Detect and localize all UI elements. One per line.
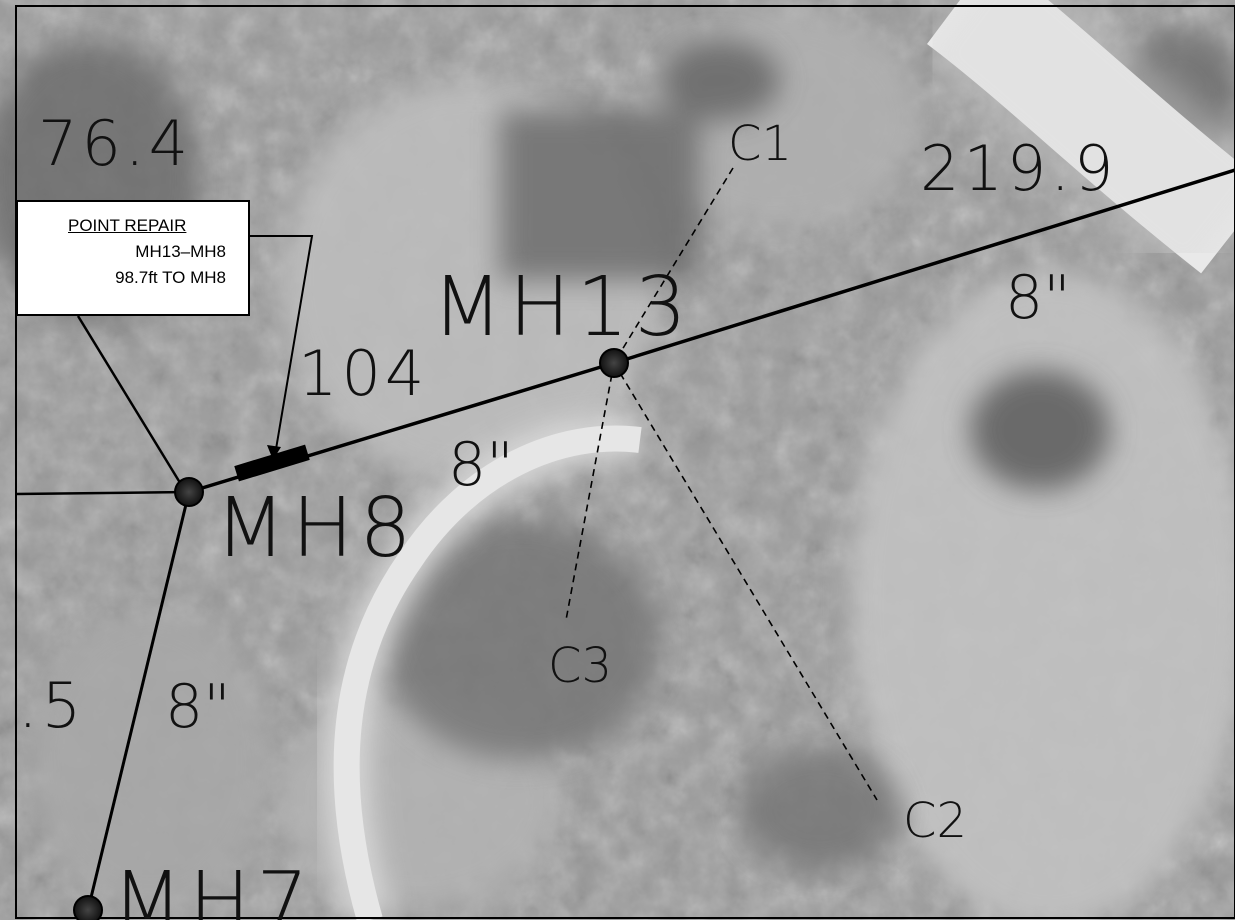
manhole-label-mh7: MH7 (112, 855, 315, 920)
map-frame (15, 5, 1235, 919)
service-c2[interactable] (613, 362, 878, 801)
callout-title: POINT REPAIR (68, 216, 187, 235)
point-repair-callout: POINT REPAIR MH13–MH8 98.7ft TO MH8 (16, 200, 250, 316)
manhole-mh13[interactable] (599, 348, 629, 378)
pipe-size-label-east: 8" (1005, 263, 1071, 333)
cleanout-label-c3: C3 (548, 638, 612, 694)
manholes (73, 348, 629, 920)
service-c1[interactable] (613, 167, 734, 364)
arrow-head (267, 445, 281, 460)
callout-leader-repair (230, 235, 314, 456)
manhole-label-mh8: MH8 (215, 481, 418, 576)
cleanout-label-c1: C1 (728, 116, 792, 172)
distance-label-104: 104 (298, 337, 428, 410)
distance-label-5: .5 (18, 669, 85, 742)
callout-segment: MH13–MH8 (135, 242, 226, 261)
service-lines (565, 167, 878, 801)
callout-distance: 98.7ft TO MH8 (115, 268, 226, 287)
pipe-size-label-south: 8" (165, 672, 231, 742)
pipe-mh8-mh7[interactable] (86, 491, 191, 911)
distance-label-219-9: 219.9 (920, 132, 1118, 205)
pipe-mh13-east[interactable] (613, 168, 1235, 365)
service-c3[interactable] (565, 362, 615, 621)
point-repair-marker[interactable] (234, 444, 310, 482)
pipe-size-label-mid: 8" (448, 430, 514, 500)
cleanout-label-c2: C2 (903, 793, 967, 849)
distance-label-76-4: 76.4 (38, 107, 192, 180)
pipe-mh8-west[interactable] (15, 490, 190, 496)
manhole-mh8[interactable] (174, 477, 204, 507)
callout-leader-mh8 (76, 315, 184, 487)
manhole-label-mh13: MH13 (432, 260, 693, 355)
manhole-mh7[interactable] (73, 895, 103, 920)
